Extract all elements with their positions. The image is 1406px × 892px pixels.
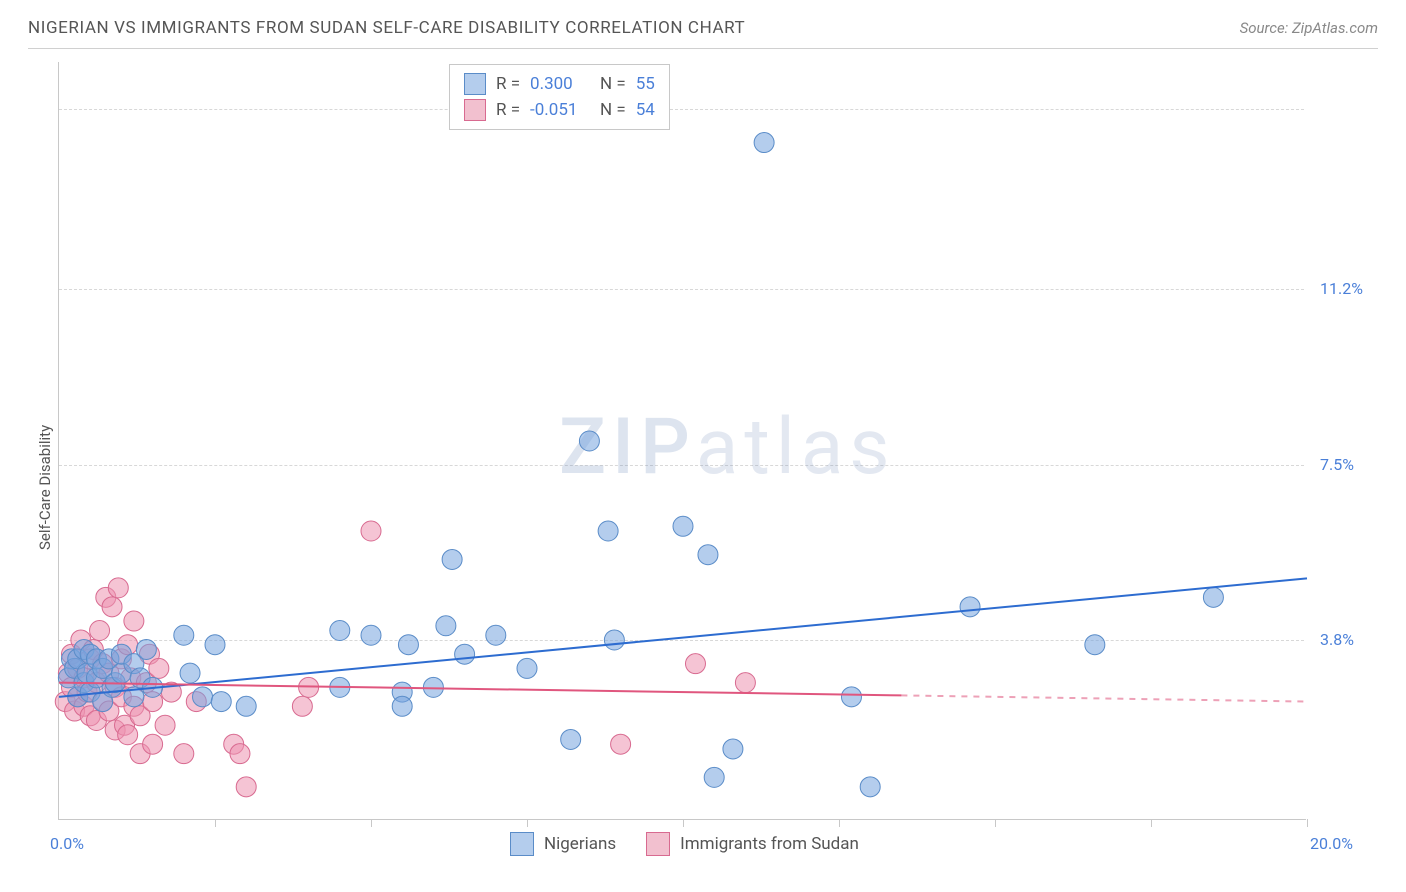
data-point [292,696,312,716]
title-bar: NIGERIAN VS IMMIGRANTS FROM SUDAN SELF-C… [28,18,1378,49]
bottom-legend: Nigerians Immigrants from Sudan [510,832,859,856]
data-point [211,692,231,712]
legend-label-blue: Nigerians [544,834,616,854]
data-point [561,729,581,749]
data-point [442,549,462,569]
stats-row-pink: R = -0.051 N = 54 [464,97,655,123]
r-label: R = [496,74,520,94]
data-point [698,545,718,565]
n-label2: N = [600,100,626,120]
data-point [685,654,705,674]
data-point [230,744,250,764]
data-point [155,715,175,735]
scatter-plot-svg [59,62,1306,819]
legend-swatch-pink-icon [646,832,670,856]
x-axis-min-value: 0.0% [50,834,84,853]
source-label: Source: ZipAtlas.com [1240,19,1378,37]
swatch-pink-icon [464,99,486,121]
x-tick [995,819,996,827]
r-value-blue: 0.300 [530,74,590,94]
data-point [1085,635,1105,655]
y-axis-value: 3.8% [1320,630,1354,649]
data-point [1203,587,1223,607]
data-point [486,625,506,645]
x-tick [839,819,840,827]
data-point [236,696,256,716]
legend-label-pink: Immigrants from Sudan [680,834,859,854]
data-point [143,734,163,754]
data-point [392,696,412,716]
data-point [517,658,537,678]
data-point [174,744,194,764]
data-point [174,625,194,645]
regression-line-dashed [901,695,1307,701]
data-point [598,521,618,541]
data-point [193,687,213,707]
data-point [754,133,774,153]
data-point [361,625,381,645]
data-point [673,516,693,536]
data-point [841,687,861,707]
data-point [102,597,122,617]
y-axis-value: 7.5% [1320,455,1354,474]
chart-container: NIGERIAN VS IMMIGRANTS FROM SUDAN SELF-C… [0,0,1406,892]
data-point [398,635,418,655]
regression-line [59,578,1307,696]
x-tick [371,819,372,827]
x-tick [683,819,684,827]
data-point [118,725,138,745]
chart-title: NIGERIAN VS IMMIGRANTS FROM SUDAN SELF-C… [28,18,745,38]
data-point [361,521,381,541]
r-label2: R = [496,100,520,120]
data-point [604,630,624,650]
data-point [124,611,144,631]
data-point [611,734,631,754]
regression-line [59,683,901,696]
data-point [108,578,128,598]
n-label: N = [600,74,626,94]
data-point [455,644,475,664]
data-point [735,673,755,693]
data-point [90,621,110,641]
data-point [704,767,724,787]
data-point [205,635,225,655]
data-point [723,739,743,759]
stats-row-blue: R = 0.300 N = 55 [464,71,655,97]
plot-area: ZIPatlas R = 0.300 N = 55 R = -0.051 N =… [58,62,1306,820]
x-tick [527,819,528,827]
x-tick [215,819,216,827]
data-point [330,621,350,641]
r-value-pink: -0.051 [530,100,590,120]
data-point [579,431,599,451]
stats-box: R = 0.300 N = 55 R = -0.051 N = 54 [449,64,670,130]
data-point [860,777,880,797]
data-point [436,616,456,636]
data-point [136,639,156,659]
data-point [960,597,980,617]
source-name: ZipAtlas.com [1292,19,1378,37]
x-tick [1151,819,1152,827]
n-value-blue: 55 [636,74,655,94]
y-axis-value: 11.2% [1320,279,1363,298]
x-tick [1307,819,1308,827]
data-point [180,663,200,683]
y-axis-label: Self-Care Disability [36,425,54,550]
legend-swatch-blue-icon [510,832,534,856]
source-prefix: Source: [1240,19,1292,37]
n-value-pink: 54 [636,100,655,120]
x-axis-max-value: 20.0% [1310,834,1353,853]
data-point [236,777,256,797]
swatch-blue-icon [464,73,486,95]
data-point [149,658,169,678]
